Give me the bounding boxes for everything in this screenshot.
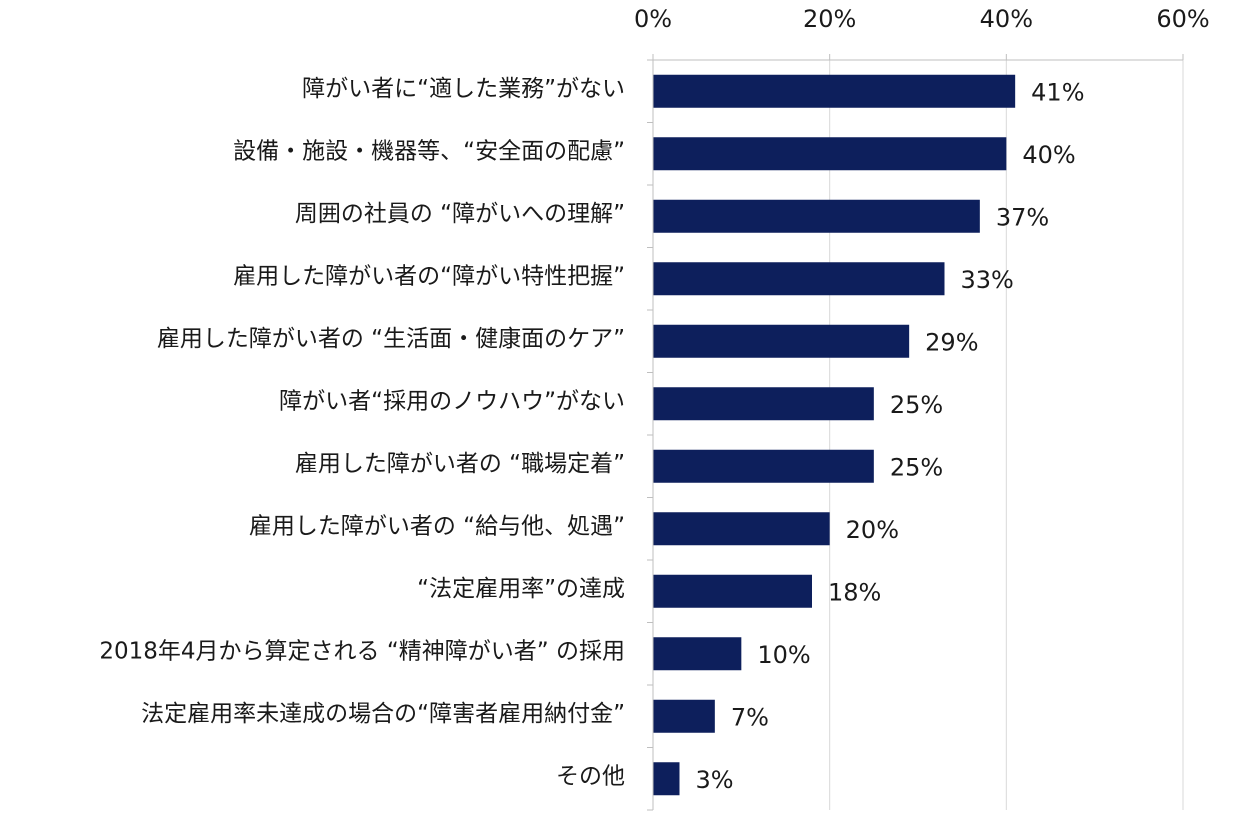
x-tick-label: 20%: [803, 5, 856, 33]
bar: [653, 74, 1016, 108]
bar: [653, 512, 830, 546]
bar: [653, 199, 980, 233]
bar: [653, 262, 945, 296]
category-label: 雇用した障がい者の “生活面・健康面のケア”: [157, 326, 625, 352]
bar: [653, 449, 874, 483]
bar: [653, 574, 812, 608]
category-label: “法定雇用率”の達成: [417, 576, 625, 602]
data-label: 25%: [890, 391, 943, 419]
x-tick-label: 0%: [634, 5, 672, 33]
bar: [653, 762, 680, 796]
data-label: 7%: [731, 703, 769, 731]
grid-lines: [647, 54, 1184, 811]
category-label: 雇用した障がい者の “職場定着”: [295, 451, 625, 477]
data-label: 3%: [696, 766, 734, 794]
category-label: 法定雇用率未達成の場合の“障害者雇用納付金”: [141, 701, 625, 727]
data-label: 25%: [890, 453, 943, 481]
data-label: 33%: [961, 266, 1014, 294]
category-label: 雇用した障がい者の“障がい特性把握”: [233, 263, 625, 289]
category-label: 周囲の社員の “障がいへの理解”: [295, 201, 625, 227]
category-label: 2018年4月から算定される “精神障がい者” の採用: [99, 638, 625, 664]
bar: [653, 699, 715, 733]
data-label: 10%: [757, 641, 810, 669]
category-label: その他: [556, 763, 625, 789]
data-label: 41%: [1031, 78, 1084, 106]
data-labels: 41% 40% 37% 33% 29% 25% 25% 20% 18% 10% 7% 3%: [696, 78, 1085, 794]
bar: [653, 387, 874, 421]
category-label: 雇用した障がい者の “給与他、処遇”: [249, 513, 625, 539]
category-label: 設備・施設・機器等、“安全面の配慮”: [233, 138, 625, 164]
bar: [653, 637, 742, 671]
data-label: 18%: [828, 578, 881, 606]
bar: [653, 137, 1007, 171]
data-label: 20%: [846, 516, 899, 544]
x-tick-labels: 0% 20% 40% 60%: [634, 5, 1210, 33]
data-label: 40%: [1022, 141, 1075, 169]
bar: [653, 324, 910, 358]
category-label: 障がい者“採用のノウハウ”がない: [279, 388, 625, 414]
data-label: 37%: [996, 203, 1049, 231]
bars: [653, 74, 1016, 796]
data-label: 29%: [925, 328, 978, 356]
x-tick-label: 60%: [1156, 5, 1209, 33]
x-tick-label: 40%: [980, 5, 1033, 33]
category-label: 障がい者に“適した業務”がない: [302, 76, 625, 102]
